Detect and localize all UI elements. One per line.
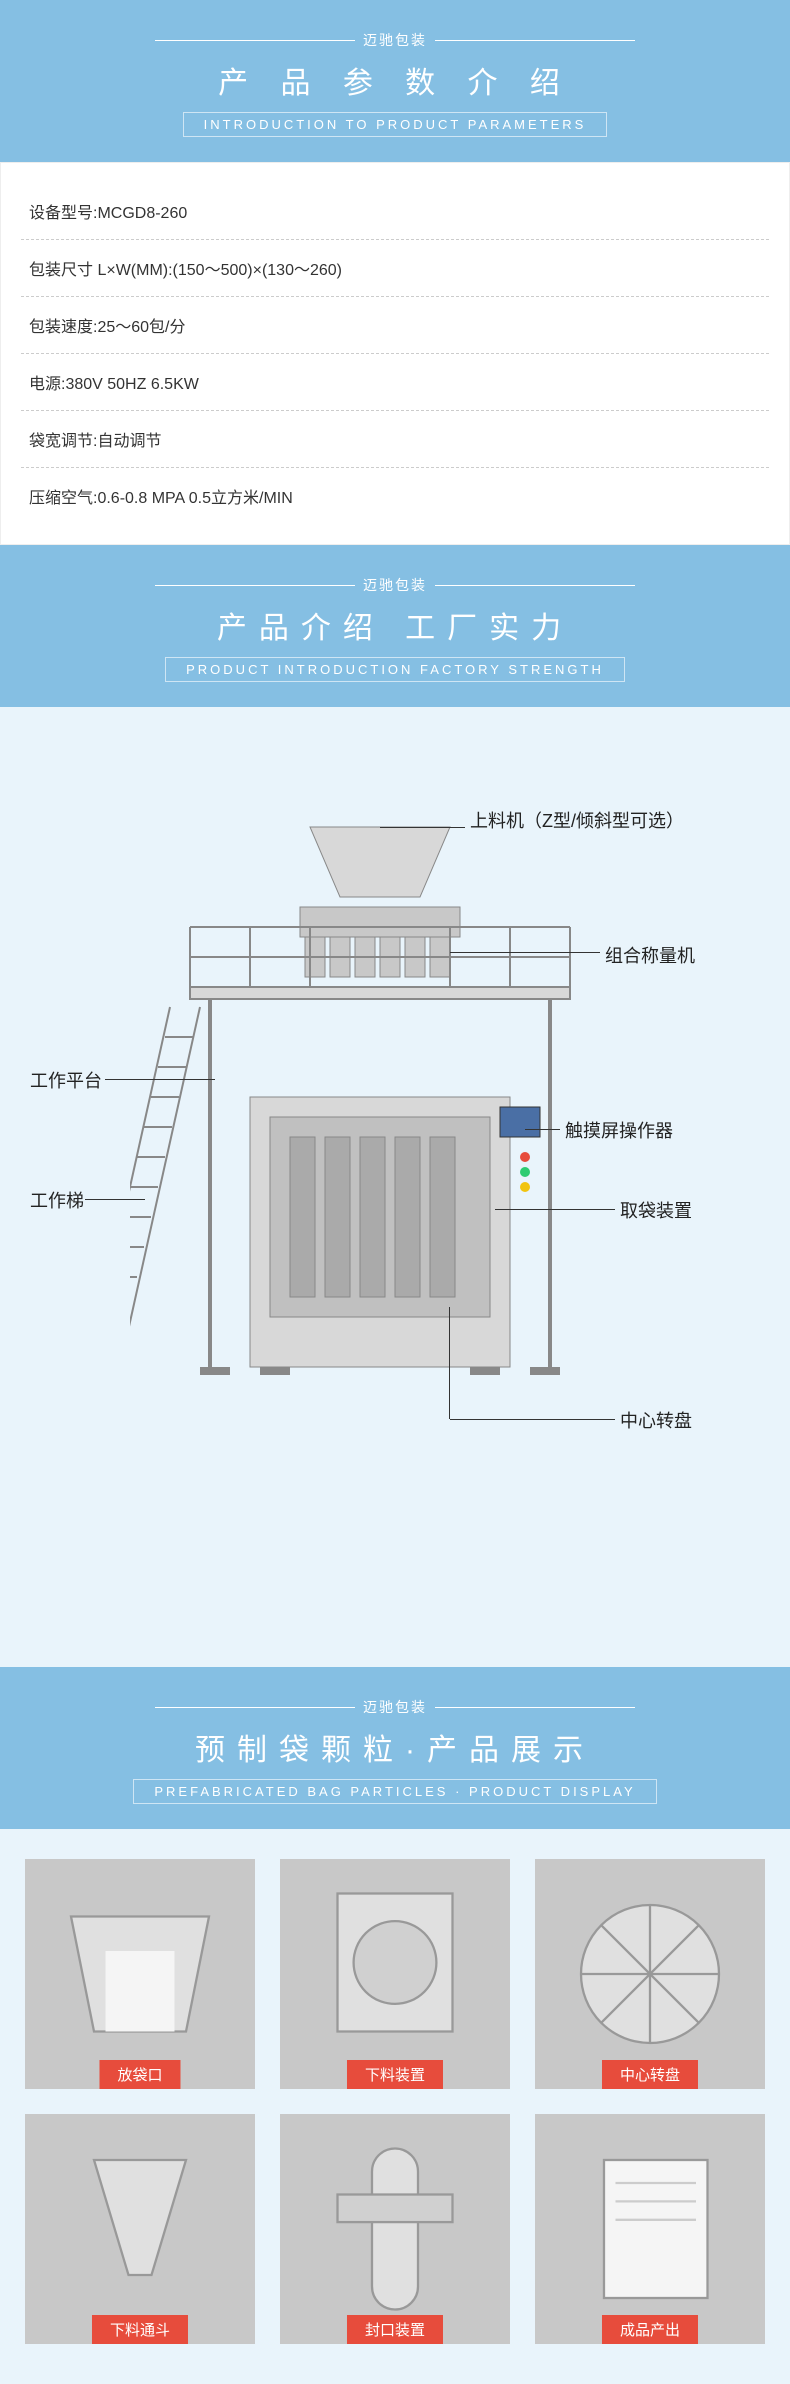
intro-header: 迈驰包装 产品介绍 工厂实力 PRODUCT INTRODUCTION FACT… <box>0 545 790 707</box>
line-right <box>435 40 635 41</box>
line-left <box>155 585 355 586</box>
spec-row: 包装尺寸 L×W(MM):(150～500)×(130～260) <box>21 240 769 297</box>
callout-line <box>380 827 465 828</box>
spec-row: 袋宽调节:自动调节 <box>21 411 769 468</box>
callout-screen: 触摸屏操作器 <box>565 1117 673 1143</box>
callout-line <box>525 1129 560 1130</box>
gallery-label: 封口装置 <box>347 2315 443 2344</box>
spec-row: 压缩空气:0.6-0.8 MPA 0.5立方米/MIN <box>21 468 769 524</box>
gallery-label: 中心转盘 <box>602 2060 698 2089</box>
line-left <box>155 1707 355 1708</box>
callout-line <box>450 1419 615 1420</box>
callout-ladder: 工作梯 <box>30 1187 84 1213</box>
line-left <box>155 40 355 41</box>
callout-bag: 取袋装置 <box>620 1197 692 1223</box>
gallery-item: 放袋口 <box>25 1859 255 2089</box>
params-subtitle: INTRODUCTION TO PRODUCT PARAMETERS <box>183 112 608 137</box>
gallery-item: 下料通斗 <box>25 2114 255 2344</box>
line-right <box>435 585 635 586</box>
brand-line: 迈驰包装 <box>20 1697 770 1717</box>
callout-line <box>105 1079 215 1080</box>
gallery-item: 封口装置 <box>280 2114 510 2344</box>
brand-line: 迈驰包装 <box>20 30 770 50</box>
callout-line <box>495 1209 615 1210</box>
brand-text: 迈驰包装 <box>363 1697 427 1717</box>
gallery-label: 成品产出 <box>602 2315 698 2344</box>
gallery-label: 放袋口 <box>99 2060 180 2089</box>
display-title: 预制袋颗粒·产品展示 <box>20 1725 770 1769</box>
gallery-label: 下料通斗 <box>92 2315 188 2344</box>
gallery-item: 成品产出 <box>535 2114 765 2344</box>
brand-text: 迈驰包装 <box>363 575 427 595</box>
params-title: 产 品 参 数 介 绍 <box>20 58 770 102</box>
spec-row: 电源:380V 50HZ 6.5KW <box>21 354 769 411</box>
spec-row: 设备型号:MCGD8-260 <box>21 183 769 240</box>
callout-line-v <box>449 1307 450 1419</box>
callout-weigher: 组合称量机 <box>605 942 695 968</box>
brand-line: 迈驰包装 <box>20 575 770 595</box>
callout-line <box>85 1199 145 1200</box>
display-subtitle: PREFABRICATED BAG PARTICLES · PRODUCT DI… <box>133 1779 656 1804</box>
gallery-item: 中心转盘 <box>535 1859 765 2089</box>
gallery-section: 放袋口 下料装置 中心转盘 下料通斗 封口装置 成品产出 <box>0 1829 790 2384</box>
gallery-item: 下料装置 <box>280 1859 510 2089</box>
spec-row: 包装速度:25～60包/分 <box>21 297 769 354</box>
line-right <box>435 1707 635 1708</box>
machine-illustration <box>130 807 630 1507</box>
brand-text: 迈驰包装 <box>363 30 427 50</box>
diagram-section: 上料机（Z型/倾斜型可选） 组合称量机 工作平台 触摸屏操作器 工作梯 取袋装置… <box>0 707 790 1667</box>
specs-list: 设备型号:MCGD8-260 包装尺寸 L×W(MM):(150～500)×(1… <box>0 162 790 545</box>
intro-title: 产品介绍 工厂实力 <box>20 603 770 647</box>
gallery-grid: 放袋口 下料装置 中心转盘 下料通斗 封口装置 成品产出 <box>25 1859 765 2344</box>
callout-turntable: 中心转盘 <box>620 1407 692 1433</box>
gallery-label: 下料装置 <box>347 2060 443 2089</box>
callout-line <box>450 952 600 953</box>
diagram-box: 上料机（Z型/倾斜型可选） 组合称量机 工作平台 触摸屏操作器 工作梯 取袋装置… <box>30 767 760 1587</box>
callout-feeder: 上料机（Z型/倾斜型可选） <box>470 807 684 833</box>
params-header: 迈驰包装 产 品 参 数 介 绍 INTRODUCTION TO PRODUCT… <box>0 0 790 162</box>
display-header: 迈驰包装 预制袋颗粒·产品展示 PREFABRICATED BAG PARTIC… <box>0 1667 790 1829</box>
callout-platform: 工作平台 <box>30 1067 102 1093</box>
intro-subtitle: PRODUCT INTRODUCTION FACTORY STRENGTH <box>165 657 625 682</box>
